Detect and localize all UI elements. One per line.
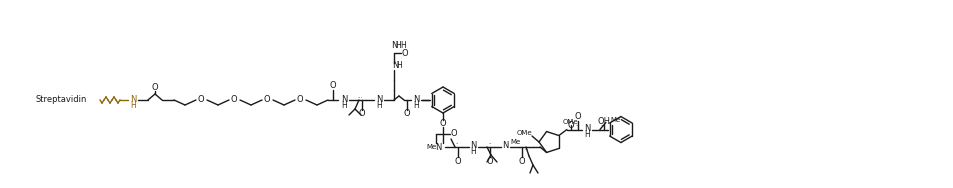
Text: N: N — [391, 40, 396, 49]
Text: O: O — [455, 156, 461, 165]
Text: N: N — [469, 142, 476, 151]
Text: Me: Me — [426, 144, 436, 150]
Text: O: O — [439, 120, 446, 129]
Text: H: H — [470, 148, 476, 156]
Text: ·: · — [574, 124, 577, 130]
Text: O: O — [486, 156, 493, 165]
Text: N: N — [501, 142, 508, 151]
Text: Me: Me — [609, 117, 619, 123]
Text: O: O — [296, 96, 303, 105]
Text: O: O — [518, 156, 525, 165]
Text: O: O — [330, 82, 336, 90]
Text: ·: · — [487, 141, 490, 147]
Text: ···: ··· — [524, 148, 529, 152]
Text: N: N — [583, 124, 590, 133]
Text: N: N — [435, 143, 440, 152]
Text: H: H — [375, 101, 381, 109]
Text: O: O — [574, 112, 580, 121]
Text: N: N — [375, 95, 382, 104]
Text: H: H — [399, 40, 405, 49]
Text: H: H — [395, 40, 400, 49]
Text: H: H — [130, 101, 135, 109]
Text: O: O — [263, 96, 270, 105]
Text: Streptavidin: Streptavidin — [35, 96, 87, 105]
Text: ···: ··· — [357, 96, 362, 101]
Text: O: O — [401, 49, 408, 58]
Text: ·: · — [599, 124, 601, 130]
Text: OH: OH — [597, 117, 610, 126]
Text: O: O — [358, 109, 365, 118]
Text: N: N — [392, 61, 397, 70]
Text: N: N — [130, 95, 136, 104]
Text: O: O — [567, 121, 574, 130]
Text: O: O — [197, 96, 204, 105]
Text: OMe: OMe — [516, 130, 531, 136]
Text: ·: · — [455, 141, 456, 147]
Text: O: O — [450, 130, 456, 139]
Text: O: O — [403, 109, 410, 118]
Text: N: N — [340, 95, 347, 104]
Text: H: H — [583, 130, 589, 139]
Text: H: H — [413, 101, 418, 109]
Text: O: O — [231, 96, 237, 105]
Text: O: O — [152, 83, 158, 92]
Text: OMe: OMe — [562, 119, 578, 124]
Text: Me: Me — [510, 139, 519, 145]
Text: H: H — [395, 61, 401, 70]
Text: N: N — [413, 95, 418, 104]
Text: H: H — [341, 101, 347, 109]
